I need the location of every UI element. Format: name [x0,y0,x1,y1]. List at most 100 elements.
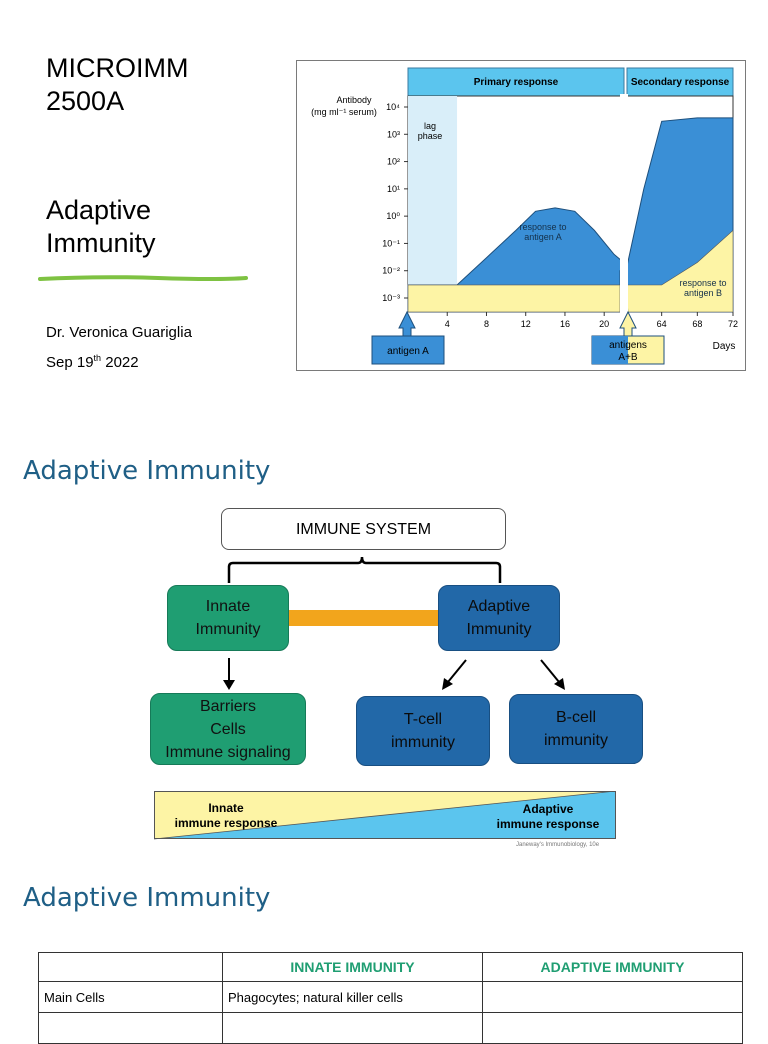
table-header-row: INNATE IMMUNITY ADAPTIVE IMMUNITY [38,952,743,982]
brace-connector [227,556,502,583]
lag-label-line1: lag [424,121,436,131]
barriers-line3: Immune signaling [165,743,291,761]
response-a-label-line1: response to [519,222,566,232]
secondary-response-label: Secondary response [631,77,730,88]
bcell-line2: immunity [543,732,608,749]
innate-immunity-box: Innate Immunity [167,585,289,651]
antigens-ab-box-left [592,336,628,364]
primary-response-band [407,67,625,97]
lecture-date: Sep 19th 2022 [46,353,139,371]
left-arrowhead-icon [442,678,453,690]
plot-area: 10⁴ 10³ 10² 10¹ 10⁰ 10⁻¹ 10⁻² 10⁻³ 4 8 12 16 20 64 68 7… [382,94,738,329]
response-a-label-line2: antigen A [524,232,562,242]
b-cell-box: B-cell immunity [509,694,643,764]
table-cell: Main Cells [38,981,223,1013]
topic-title: Adaptive Immunity [46,194,156,260]
x-tick-label: 72 [728,319,738,329]
y-tick-label: 10⁻³ [382,293,400,303]
section2-title: Adaptive Immunity [23,456,271,486]
lag-label-line2: phase [418,131,443,141]
y-tick-label: 10⁴ [386,102,400,112]
antigens-label-line1: antigens [609,340,647,351]
x-tick-label: 12 [521,319,531,329]
x-tick-label: 4 [445,319,450,329]
barriers-box: Barriers Cells Immune signaling [150,693,306,765]
figure-credit: Janeway's Immunobiology, 10e [516,842,600,848]
x-tick-label: 8 [484,319,489,329]
innate-response-line1: Innate [208,801,244,815]
table-row [38,1012,743,1044]
green-underline [38,275,248,281]
y-tick-label: 10¹ [387,184,400,194]
series-b-baseline-area [407,284,621,313]
adaptive-response-line2: immune response [497,817,600,831]
date-prefix: Sep 19 [46,354,94,371]
down-arrowhead-icon [223,680,235,690]
date-sup: th [93,353,102,363]
table-cell [222,1012,483,1044]
y-axis-title-line1: Antibody [336,95,372,105]
table-cell: Phagocytes; natural killer cells [222,981,483,1013]
antibody-response-figure: Primary response Secondary response Anti… [296,60,746,371]
axis-break [620,94,628,314]
course-code: MICROIMM 2500A [46,52,188,118]
adaptive-immunity-box: Adaptive Immunity [438,585,560,651]
x-axis-title: Days [713,341,736,352]
x-tick-label: 20 [599,319,609,329]
adaptive-response-line1: Adaptive [523,802,574,816]
topic-line1: Adaptive [46,195,152,225]
comparison-table: INNATE IMMUNITY ADAPTIVE IMMUNITY Main C… [38,952,743,1044]
table-header-adaptive: ADAPTIVE IMMUNITY [482,952,743,982]
y-axis-title-line2: (mg ml⁻¹ serum) [311,107,377,117]
course-code-line2: 2500A [46,86,125,116]
immune-system-box: IMMUNE SYSTEM [221,508,506,550]
antigen-a-box [371,335,445,365]
primary-response-label: Primary response [474,77,559,88]
adaptive-line1: Adaptive [467,598,531,615]
innate-line1: Innate [205,598,251,615]
tcell-line1: T-cell [403,711,443,728]
table-row: Main Cells Phagocytes; natural killer ce… [38,981,743,1013]
table-cell [38,1012,223,1044]
topic-line2: Immunity [46,228,156,258]
lag-phase-region [408,96,458,312]
tcell-line2: immunity [390,734,455,751]
y-tick-label: 10² [387,157,400,167]
y-tick-label: 10³ [387,129,400,139]
right-arrow-line [540,659,560,683]
response-gradient-bar: Innate immune response Adaptive immune r… [154,791,616,840]
table-header-innate: INNATE IMMUNITY [222,952,483,982]
t-cell-box: T-cell immunity [356,696,490,766]
y-tick-label: 10⁻¹ [382,238,400,248]
table-cell [482,1012,743,1044]
x-tick-label: 68 [692,319,702,329]
antigen-a-label: antigen A [387,346,429,357]
table-cell [482,981,743,1013]
adaptive-line2: Immunity [466,621,532,638]
innate-line2: Immunity [195,621,261,638]
gradient-divider [154,791,616,840]
barriers-line1: Barriers [199,697,256,715]
x-tick-label: 16 [560,319,570,329]
innate-response-line2: immune response [175,816,278,830]
right-arrowhead-icon [554,678,565,690]
date-suffix: 2022 [101,354,139,371]
left-arrow-line [447,659,467,683]
response-b-label-line1: response to [679,278,726,288]
x-tick-label: 64 [657,319,667,329]
immune-system-label: IMMUNE SYSTEM [295,520,432,538]
y-tick-label: 10⁻² [382,266,400,276]
section3-title: Adaptive Immunity [23,883,271,913]
secondary-response-band [626,67,734,97]
innate-to-adaptive-arrow-icon [284,598,458,637]
y-tick-label: 10⁰ [386,211,400,221]
bcell-line1: B-cell [555,709,596,726]
course-code-line1: MICROIMM [46,53,189,83]
gradient-frame [154,791,616,839]
table-header-blank [38,952,223,982]
barriers-line2: Cells [210,720,246,738]
antigens-label-line2: A+B [618,352,638,363]
response-b-label-line2: antigen B [684,288,722,298]
author-name: Dr. Veronica Guariglia [46,324,192,341]
